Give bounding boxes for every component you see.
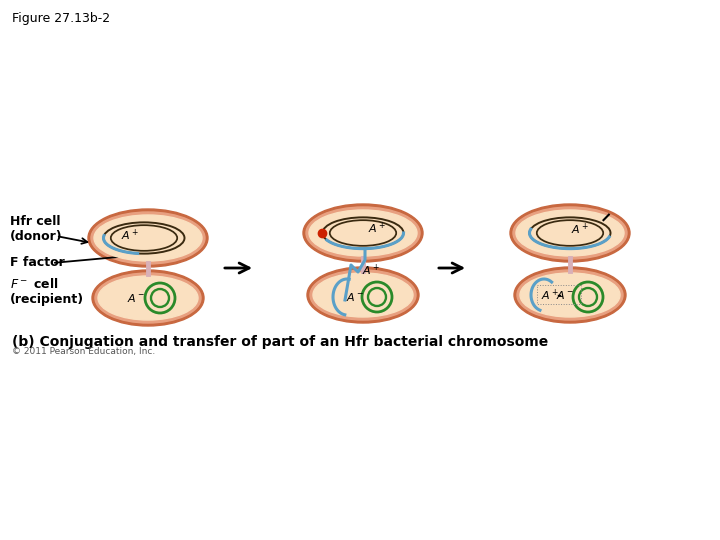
Text: © 2011 Pearson Education, Inc.: © 2011 Pearson Education, Inc. [12, 347, 156, 356]
Ellipse shape [516, 210, 624, 256]
Ellipse shape [306, 207, 420, 259]
Text: Figure 27.13b-2: Figure 27.13b-2 [12, 12, 110, 25]
Ellipse shape [514, 267, 626, 323]
Text: Hfr cell
(donor): Hfr cell (donor) [10, 215, 63, 243]
Ellipse shape [313, 273, 413, 317]
Text: $A^-$: $A^-$ [556, 289, 574, 301]
Text: $F^-$ cell
(recipient): $F^-$ cell (recipient) [10, 278, 84, 307]
Text: (b) Conjugation and transfer of part of an Hfr bacterial chromosome: (b) Conjugation and transfer of part of … [12, 335, 548, 349]
Ellipse shape [91, 212, 205, 264]
Text: $A^-$: $A^-$ [346, 291, 364, 303]
Ellipse shape [94, 215, 202, 261]
Ellipse shape [517, 270, 623, 320]
Ellipse shape [95, 273, 201, 323]
Ellipse shape [307, 267, 419, 323]
Text: $A^+$: $A^+$ [541, 287, 559, 302]
Ellipse shape [88, 209, 208, 267]
Ellipse shape [309, 210, 417, 256]
Ellipse shape [98, 276, 198, 320]
Ellipse shape [310, 270, 416, 320]
Ellipse shape [303, 204, 423, 262]
Text: $A^+$: $A^+$ [571, 221, 589, 237]
Ellipse shape [92, 270, 204, 326]
Text: $A^+$: $A^+$ [368, 220, 386, 235]
Ellipse shape [520, 273, 620, 317]
Ellipse shape [513, 207, 627, 259]
Text: F factor: F factor [10, 256, 65, 269]
Text: $A^-$: $A^-$ [127, 292, 145, 304]
Text: $A^+$: $A^+$ [121, 227, 139, 242]
Text: $A^+$: $A^+$ [362, 262, 380, 278]
Ellipse shape [510, 204, 630, 262]
